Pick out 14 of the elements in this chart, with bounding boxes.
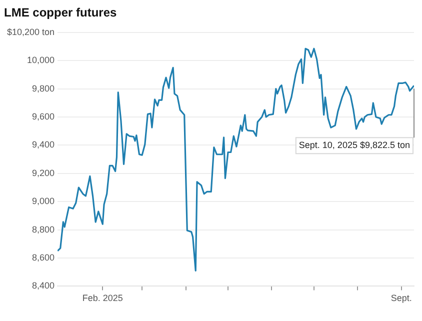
y-tick-label: 9,800	[32, 83, 55, 94]
x-tick-label: Sept.	[390, 293, 412, 304]
x-tick-label: Feb. 2025	[82, 293, 123, 304]
chart-title: LME copper futures	[4, 6, 117, 20]
y-tick-label: 9,400	[32, 140, 55, 150]
y-tick-label: 8,400	[32, 280, 55, 291]
y-tick-label: 9,600	[32, 111, 55, 122]
y-tick-label: 10,000	[27, 55, 55, 66]
y-tick-label: 8,600	[32, 252, 55, 262]
y-tick-label: 8,800	[32, 224, 55, 234]
y-tick-label: 9,000	[32, 196, 55, 206]
y-tick-label: $10,200 ton	[7, 26, 55, 37]
annotation: Sept. 10, 2025 $9,822.5 ton	[298, 140, 410, 150]
y-tick-label: 9,200	[32, 168, 55, 178]
